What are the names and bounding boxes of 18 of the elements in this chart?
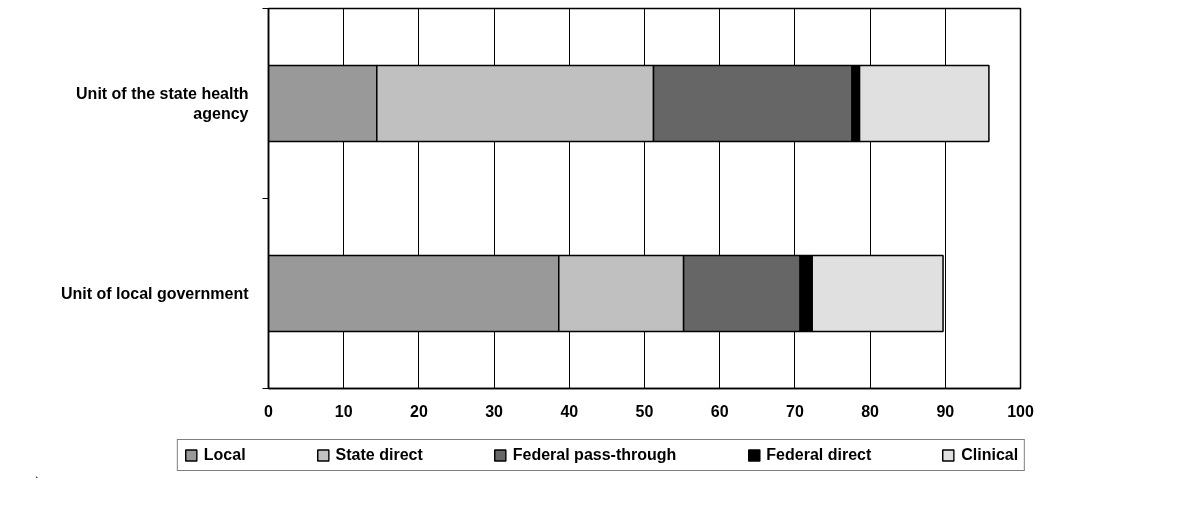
x-tick-label: 80 (861, 402, 880, 420)
x-tick-label: 0 (264, 402, 274, 420)
x-tick-label: 90 (936, 402, 955, 420)
x-tick-label: 20 (410, 402, 428, 420)
legend-label: State direct (335, 446, 423, 464)
x-tick-label: 100 (1007, 402, 1034, 420)
legend-label: Local (203, 446, 246, 464)
x-tick-label: 70 (786, 402, 804, 420)
legend-label: Clinical (961, 446, 1019, 464)
x-tick-label: 50 (635, 402, 654, 420)
y-tick-label: Unit of local government (60, 285, 250, 302)
x-tick-label: 60 (710, 402, 729, 420)
legend-label: Federal pass-through (512, 446, 677, 464)
x-tick-label: 10 (334, 402, 353, 420)
legend-label: Federal direct (766, 446, 872, 464)
x-tick-label: 40 (560, 402, 579, 420)
y-tick-label: Unit of the state health agency (76, 84, 249, 123)
x-tick-label: 30 (485, 402, 504, 420)
